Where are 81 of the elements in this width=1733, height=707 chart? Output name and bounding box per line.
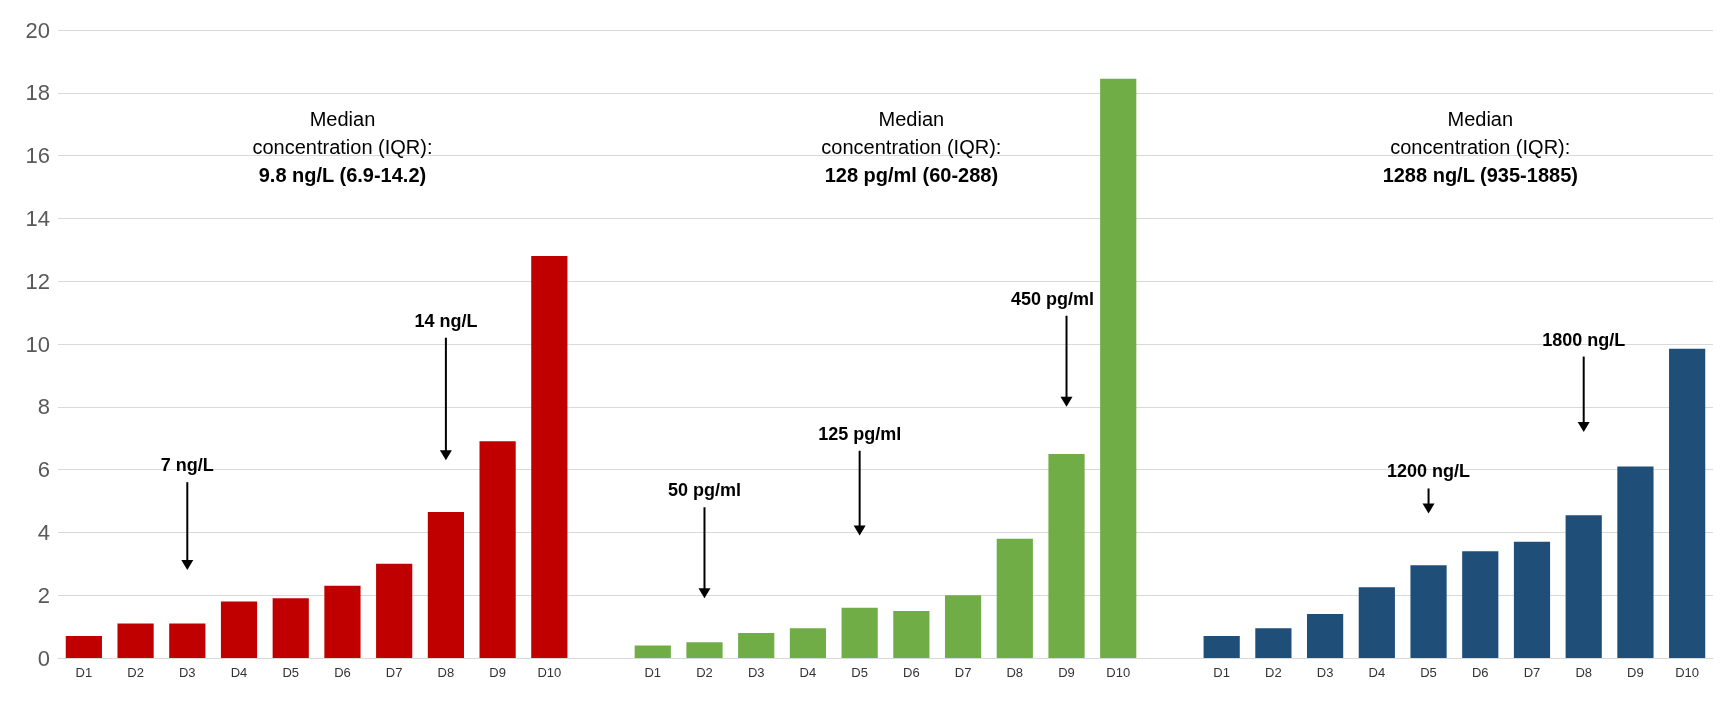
x-tick-label: D10 xyxy=(1675,665,1700,680)
bar xyxy=(117,623,154,658)
x-tick-label: D9 xyxy=(489,665,506,680)
bar xyxy=(1513,541,1551,658)
x-tick-label: D3 xyxy=(178,665,196,680)
bar xyxy=(686,642,723,658)
bar xyxy=(1462,551,1499,658)
bar xyxy=(1203,636,1240,658)
bar xyxy=(738,632,775,658)
bar xyxy=(1048,453,1085,658)
y-tick-label: 12 xyxy=(25,268,50,294)
bar xyxy=(634,645,671,658)
x-tick-label: D6 xyxy=(334,665,351,680)
x-tick-label: D6 xyxy=(1471,665,1489,680)
bar xyxy=(1565,515,1602,658)
y-tick-label: 6 xyxy=(37,457,50,483)
x-tick-label: D8 xyxy=(1006,665,1024,680)
x-tick-label: D2 xyxy=(696,665,713,680)
annotation: 50 pg/ml xyxy=(667,480,741,501)
annotation: Median concentration (IQR): 9.8 ng/L (6.9-14.2) xyxy=(252,108,433,187)
y-tick-label: 20 xyxy=(25,17,50,43)
x-tick-label: D8 xyxy=(437,665,455,680)
bar xyxy=(376,563,413,658)
bar xyxy=(1669,348,1706,658)
y-tick-label: 16 xyxy=(25,143,50,169)
bar xyxy=(169,623,206,658)
y-tick-label: 2 xyxy=(37,582,50,608)
y-tick-label: 0 xyxy=(37,645,50,671)
y-tick-label: 4 xyxy=(37,519,50,545)
bar xyxy=(1410,565,1447,658)
bar xyxy=(893,610,930,658)
bar xyxy=(531,256,568,658)
x-tick-label: D3 xyxy=(747,665,765,680)
annotation: 7 ng/L xyxy=(160,455,214,476)
y-tick-label: 18 xyxy=(25,80,50,106)
bar xyxy=(65,636,102,658)
bar xyxy=(1358,587,1395,658)
bar xyxy=(1617,466,1654,658)
x-tick-label: D9 xyxy=(1058,665,1075,680)
x-tick-label: D4 xyxy=(1368,665,1386,680)
annotation: 125 pg/ml xyxy=(818,423,902,444)
x-tick-label: D1 xyxy=(75,665,93,680)
x-tick-label: D2 xyxy=(1265,665,1282,680)
bar xyxy=(324,585,361,658)
bar xyxy=(1100,78,1137,658)
annotation: 1800 ng/L xyxy=(1542,329,1626,350)
bar xyxy=(220,601,258,658)
bar xyxy=(427,511,464,658)
bar xyxy=(944,595,982,658)
x-tick-label: D7 xyxy=(385,665,403,680)
bar xyxy=(996,538,1033,658)
x-tick-label: D3 xyxy=(1316,665,1334,680)
y-tick-label: 8 xyxy=(37,394,50,420)
x-tick-label: D7 xyxy=(954,665,972,680)
x-tick-label: D10 xyxy=(537,665,562,680)
bar xyxy=(479,441,516,658)
y-tick-label: 14 xyxy=(25,205,50,231)
x-tick-label: D5 xyxy=(282,665,300,680)
x-tick-label: D8 xyxy=(1575,665,1593,680)
x-tick-label: D4 xyxy=(799,665,817,680)
x-tick-label: D7 xyxy=(1523,665,1541,680)
annotation: Median concentration (IQR): 128 pg/ml (60-288) xyxy=(821,108,1002,187)
bar xyxy=(1255,628,1292,658)
bar xyxy=(272,598,309,658)
x-tick-label: D1 xyxy=(644,665,662,680)
bar xyxy=(841,607,878,658)
bar xyxy=(789,628,827,658)
annotation: 14 ng/L xyxy=(414,310,478,331)
x-tick-label: D9 xyxy=(1627,665,1644,680)
annotation: Median concentration (IQR): 1288 ng/L (935-1885) xyxy=(1382,108,1578,187)
x-tick-label: D2 xyxy=(127,665,144,680)
x-tick-label: D5 xyxy=(1420,665,1437,680)
x-tick-label: D1 xyxy=(1213,665,1230,680)
annotation: 450 pg/ml xyxy=(1011,288,1095,309)
annotation: 1200 ng/L xyxy=(1387,461,1471,482)
x-tick-label: D10 xyxy=(1106,665,1131,680)
y-tick-label: 10 xyxy=(25,331,50,357)
x-tick-label: D4 xyxy=(230,665,248,680)
bar xyxy=(1307,614,1344,658)
x-tick-label: D5 xyxy=(851,665,868,680)
x-tick-label: D6 xyxy=(903,665,920,680)
